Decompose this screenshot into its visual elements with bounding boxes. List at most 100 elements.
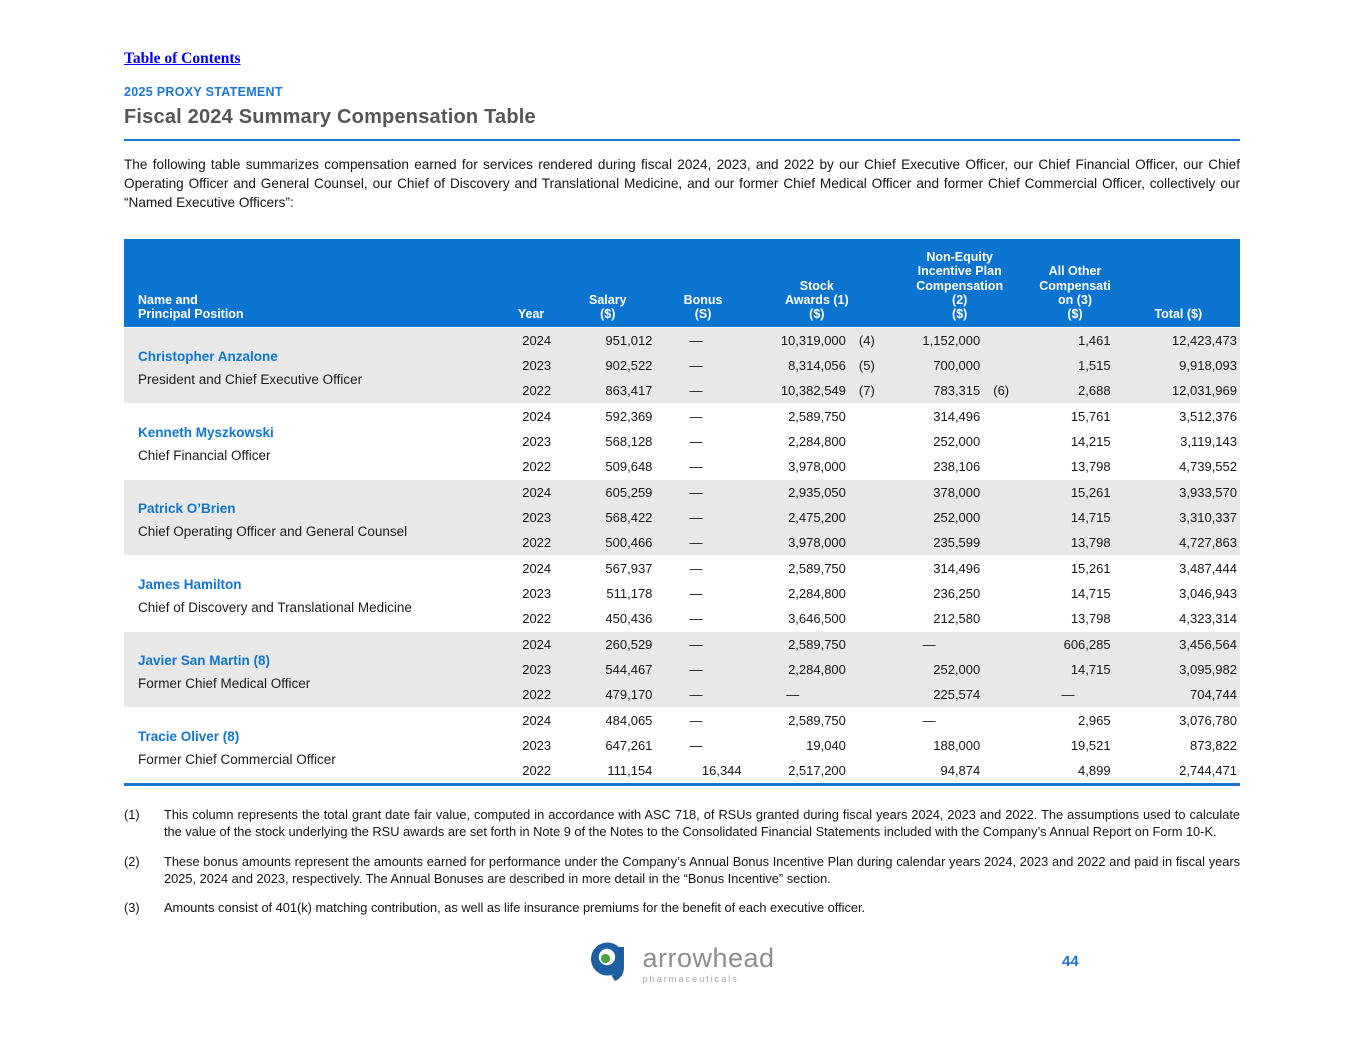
neip-footnote-ref xyxy=(986,530,1033,556)
stock-awards-cell: 8,314,056 xyxy=(748,353,852,378)
stock-footnote-ref: (5) xyxy=(852,353,886,378)
neip-cell: 238,106 xyxy=(886,454,986,480)
total-cell: 3,512,376 xyxy=(1117,403,1240,429)
neip-footnote-ref xyxy=(986,555,1033,581)
exec-name: Patrick O’Brien xyxy=(138,501,505,516)
title-rule xyxy=(124,139,1240,141)
stock-footnote-ref xyxy=(852,479,886,505)
table-row: Kenneth Myszkowski Chief Financial Offic… xyxy=(124,403,1240,429)
all-other-cell: 15,261 xyxy=(1033,479,1116,505)
all-other-cell: 14,215 xyxy=(1033,429,1116,454)
neip-footnote-ref xyxy=(986,479,1033,505)
table-row: Tracie Oliver (8) Former Chief Commercia… xyxy=(124,707,1240,733)
bonus-cell: — xyxy=(658,403,747,429)
salary-cell: 567,937 xyxy=(557,555,658,581)
arrowhead-logo-mark-icon xyxy=(589,939,633,992)
footnote-text: These bonus amounts represent the amount… xyxy=(164,853,1240,888)
stock-footnote-ref xyxy=(852,454,886,480)
all-other-cell: 15,261 xyxy=(1033,555,1116,581)
salary-cell: 568,422 xyxy=(557,505,658,530)
name-cell: Javier San Martin (8) Former Chief Medic… xyxy=(124,631,505,707)
neip-cell: 236,250 xyxy=(886,581,986,606)
exec-position: President and Chief Executive Officer xyxy=(138,372,505,387)
exec-position: Chief Operating Officer and General Coun… xyxy=(138,524,505,539)
bonus-cell: — xyxy=(658,505,747,530)
salary-cell: 511,178 xyxy=(557,581,658,606)
stock-awards-cell: 10,319,000 xyxy=(748,327,852,353)
neip-cell: 378,000 xyxy=(886,479,986,505)
year-cell: 2024 xyxy=(505,707,557,733)
neip-footnote-ref xyxy=(986,631,1033,657)
stock-awards-cell: 2,284,800 xyxy=(748,581,852,606)
stock-footnote-ref xyxy=(852,707,886,733)
salary-cell: 568,128 xyxy=(557,429,658,454)
salary-cell: 592,369 xyxy=(557,403,658,429)
logo-wordmark: arrowhead xyxy=(642,945,774,972)
exec-position: Former Chief Commercial Officer xyxy=(138,752,505,767)
total-cell: 2,744,471 xyxy=(1117,758,1240,785)
col-header-all-other: All Other Compensati on (3) ($) xyxy=(1033,239,1116,327)
stock-footnote-ref xyxy=(852,403,886,429)
toc-link[interactable]: Table of Contents xyxy=(124,50,241,68)
salary-cell: 484,065 xyxy=(557,707,658,733)
exec-group: Kenneth Myszkowski Chief Financial Offic… xyxy=(124,403,1240,479)
stock-awards-cell: 2,284,800 xyxy=(748,657,852,682)
eyebrow-proxy-statement: 2025 PROXY STATEMENT xyxy=(124,85,1240,99)
stock-awards-cell: 3,978,000 xyxy=(748,454,852,480)
bonus-cell: — xyxy=(658,606,747,632)
salary-cell: 111,154 xyxy=(557,758,658,785)
stock-footnote-ref xyxy=(852,657,886,682)
total-cell: 704,744 xyxy=(1117,682,1240,708)
all-other-cell: 13,798 xyxy=(1033,530,1116,556)
stock-footnote-ref xyxy=(852,505,886,530)
salary-cell: 647,261 xyxy=(557,733,658,758)
all-other-cell: 2,688 xyxy=(1033,378,1116,404)
exec-name: James Hamilton xyxy=(138,577,505,592)
neip-footnote-ref xyxy=(986,429,1033,454)
neip-footnote-ref xyxy=(986,733,1033,758)
neip-footnote-ref xyxy=(986,505,1033,530)
year-cell: 2023 xyxy=(505,353,557,378)
all-other-cell: 13,798 xyxy=(1033,606,1116,632)
footnote-marker: (2) xyxy=(124,853,164,888)
stock-awards-cell: 3,978,000 xyxy=(748,530,852,556)
year-cell: 2023 xyxy=(505,657,557,682)
exec-group: Javier San Martin (8) Former Chief Medic… xyxy=(124,631,1240,707)
year-cell: 2023 xyxy=(505,429,557,454)
neip-cell: 94,874 xyxy=(886,758,986,785)
arrowhead-logo: arrowhead pharmaceuticals xyxy=(589,939,774,992)
bonus-cell: — xyxy=(658,682,747,708)
neip-cell: 225,574 xyxy=(886,682,986,708)
table-header-row: Name and Principal Position Year Salary … xyxy=(124,239,1240,327)
exec-group: Patrick O’Brien Chief Operating Officer … xyxy=(124,479,1240,555)
exec-name: Christopher Anzalone xyxy=(138,349,505,364)
name-cell: Kenneth Myszkowski Chief Financial Offic… xyxy=(124,403,505,479)
stock-footnote-ref xyxy=(852,555,886,581)
col-header-year: Year xyxy=(505,239,557,327)
bonus-cell: — xyxy=(658,378,747,404)
bonus-cell: — xyxy=(658,733,747,758)
stock-footnote-ref xyxy=(852,429,886,454)
col-header-salary: Salary ($) xyxy=(557,239,658,327)
stock-awards-cell: — xyxy=(748,682,852,708)
bonus-cell: — xyxy=(658,657,747,682)
salary-cell: 951,012 xyxy=(557,327,658,353)
neip-cell: 252,000 xyxy=(886,657,986,682)
col-header-non-equity: Non-Equity Incentive Plan Compensation (… xyxy=(886,239,1033,327)
total-cell: 12,423,473 xyxy=(1117,327,1240,353)
bonus-cell: — xyxy=(658,454,747,480)
table-row: Christopher Anzalone President and Chief… xyxy=(124,327,1240,353)
page-number: 44 xyxy=(1062,953,1079,970)
neip-cell: 1,152,000 xyxy=(886,327,986,353)
stock-footnote-ref xyxy=(852,631,886,657)
year-cell: 2024 xyxy=(505,555,557,581)
total-cell: 12,031,969 xyxy=(1117,378,1240,404)
footnote-item: (3) Amounts consist of 401(k) matching c… xyxy=(124,899,1240,916)
footnotes-section: (1) This column represents the total gra… xyxy=(124,806,1240,917)
stock-awards-cell: 2,284,800 xyxy=(748,429,852,454)
total-cell: 3,456,564 xyxy=(1117,631,1240,657)
year-cell: 2022 xyxy=(505,606,557,632)
all-other-cell: 14,715 xyxy=(1033,657,1116,682)
neip-cell: 252,000 xyxy=(886,505,986,530)
all-other-cell: 15,761 xyxy=(1033,403,1116,429)
